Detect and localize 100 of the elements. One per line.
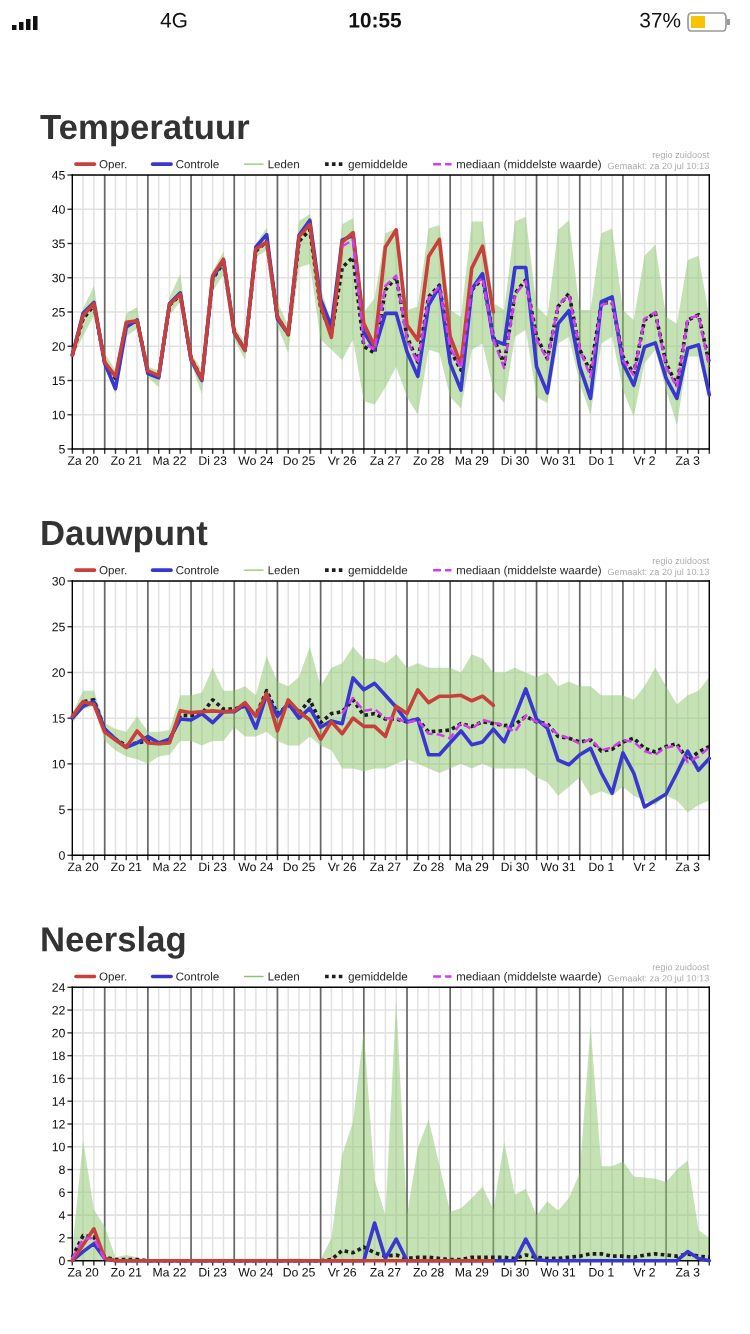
y-tick-label: 20 [52,1028,65,1038]
legend-label: gemiddelde [348,159,408,171]
legend-label: Oper. [99,566,127,577]
legend-label: Oper. [99,972,127,983]
x-tick-label: Wo 24 [238,1267,274,1277]
y-tick-label: 24 [52,983,65,992]
x-tick-label: Za 3 [675,456,700,465]
x-tick-label: Vr 2 [633,862,655,872]
y-tick-label: 0 [59,1256,65,1266]
text: regio zuidoost [652,151,710,160]
x-tick-label: Wo 31 [540,456,576,465]
legend-label: mediaan (middelste waarde) [456,972,601,983]
text: Gemaakt: za 20 jul 10:13 [607,568,709,577]
text: 4G [160,12,187,28]
x-tick-label: Di 23 [199,862,227,872]
x-tick-label: Vr 2 [633,456,655,465]
y-tick-label: 45 [52,171,65,180]
x-tick-label: Za 3 [675,1267,700,1277]
y-tick-label: 16 [52,1074,65,1083]
legend-label: mediaan (middelste waarde) [456,159,601,171]
chart-title: Neerslag [42,926,185,959]
y-tick-label: 4 [58,1211,65,1220]
y-tick-label: 40 [52,205,65,214]
text: regio zuidoost [652,557,710,566]
y-tick-label: 14 [52,1097,65,1106]
y-tick-label: 35 [52,239,65,249]
text: regio zuidoost [652,963,710,973]
x-tick-label: Wo 31 [540,1267,576,1277]
y-tick-label: 8 [59,1165,65,1175]
x-tick-label: Ma 22 [153,456,186,465]
x-tick-label: Zo 28 [413,1267,444,1277]
chart-title: Temperatuur [40,115,250,147]
y-tick-label: 6 [59,1188,65,1197]
y-tick-label: 5 [59,805,65,815]
y-tick-label: 10 [52,1142,65,1152]
y-tick-label: 30 [52,576,65,586]
x-tick-label: Vr 26 [327,862,357,872]
legend-label: gemiddelde [348,972,408,983]
x-tick-label: Do 25 [283,456,315,465]
x-tick-label: Ma 29 [455,862,489,872]
x-tick-label: Do 25 [283,1267,315,1277]
x-tick-label: Vr 26 [327,456,357,465]
y-tick-label: 2 [59,1233,65,1243]
x-tick-label: Za 20 [67,456,99,465]
text: 10:55 [349,12,402,28]
x-tick-label: Ma 29 [455,1267,489,1277]
x-tick-label: Wo 24 [238,862,274,872]
x-tick-label: Do 1 [589,1268,614,1277]
x-tick-label: Di 30 [501,862,529,872]
y-tick-label: 10 [52,410,65,420]
text: 37% [640,12,681,28]
y-tick-label: 25 [52,622,65,632]
x-tick-label: Zo 28 [413,862,444,872]
legend-label: Leden [268,565,299,575]
legend-label: gemiddelde [348,565,408,577]
x-tick-label: Za 27 [370,456,401,465]
y-tick-label: 12 [52,1119,65,1129]
x-tick-label: Wo 31 [540,862,576,872]
x-tick-label: Za 3 [675,862,700,872]
x-tick-label: Di 23 [199,1267,227,1277]
legend-label: Controle [176,159,219,169]
text: Gemaakt: za 20 jul 10:13 [607,974,709,984]
y-tick-label: 15 [52,714,65,723]
x-tick-label: Zo 21 [111,1267,142,1277]
x-tick-label: Zo 21 [111,456,142,465]
y-tick-label: 18 [52,1051,65,1061]
legend-label: Controle [176,972,219,981]
y-tick-label: 10 [52,759,65,769]
x-tick-label: Di 30 [501,1267,529,1277]
y-tick-label: 30 [52,273,65,283]
x-tick-label: Di 23 [199,455,227,465]
legend-label: Leden [268,972,299,981]
x-tick-label: Zo 21 [111,862,142,872]
x-tick-label: Zo 28 [413,456,444,465]
x-tick-label: Za 20 [67,862,99,872]
x-tick-label: Za 20 [67,1267,99,1277]
y-tick-label: 5 [59,445,65,454]
x-tick-label: Za 27 [370,862,401,872]
text: Gemaakt: za 20 jul 10:13 [607,162,709,171]
legend-label: mediaan (middelste waarde) [456,565,601,577]
legend-label: Oper. [99,160,127,171]
y-tick-label: 25 [52,307,65,317]
y-tick-label: 15 [52,376,65,386]
chart-title: Dauwpunt [42,521,208,553]
x-tick-label: Za 27 [370,1267,401,1277]
x-tick-label: Ma 29 [455,456,489,465]
y-tick-label: 20 [52,342,65,351]
legend-label: Controle [176,565,219,575]
x-tick-label: Vr 2 [633,1267,655,1277]
x-tick-label: Ma 22 [153,1267,186,1277]
x-tick-label: Do 25 [283,862,315,872]
x-tick-label: Vr 26 [327,1267,357,1277]
x-tick-label: Wo 24 [238,456,274,465]
x-tick-label: Do 1 [589,862,614,872]
y-tick-label: 0 [59,851,65,860]
x-tick-label: Do 1 [589,456,614,465]
y-tick-label: 22 [52,1005,65,1015]
x-tick-label: Di 30 [501,455,529,465]
legend-label: Leden [268,159,299,169]
x-tick-label: Ma 22 [153,862,186,872]
